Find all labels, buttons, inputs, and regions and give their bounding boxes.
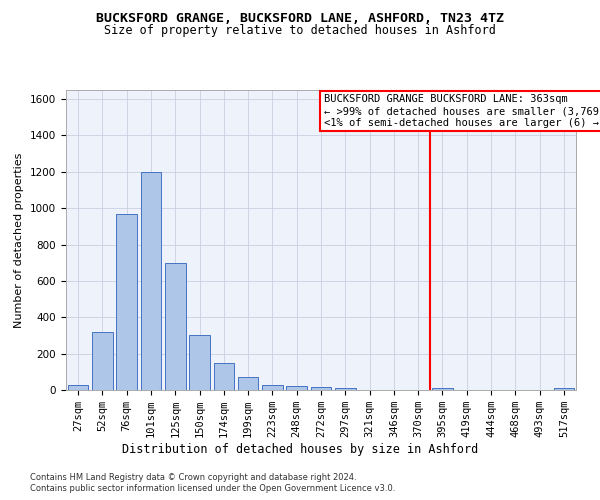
Bar — [432, 388, 453, 390]
Bar — [214, 362, 234, 390]
Bar — [554, 388, 574, 390]
Bar — [116, 214, 137, 390]
Bar — [140, 172, 161, 390]
Bar — [165, 262, 185, 390]
Text: Contains public sector information licensed under the Open Government Licence v3: Contains public sector information licen… — [30, 484, 395, 493]
Text: BUCKSFORD GRANGE, BUCKSFORD LANE, ASHFORD, TN23 4TZ: BUCKSFORD GRANGE, BUCKSFORD LANE, ASHFOR… — [96, 12, 504, 26]
Text: Contains HM Land Registry data © Crown copyright and database right 2024.: Contains HM Land Registry data © Crown c… — [30, 472, 356, 482]
Text: Size of property relative to detached houses in Ashford: Size of property relative to detached ho… — [104, 24, 496, 37]
Bar — [238, 378, 259, 390]
Y-axis label: Number of detached properties: Number of detached properties — [14, 152, 25, 328]
Bar — [311, 388, 331, 390]
Bar — [68, 384, 88, 390]
Bar — [92, 332, 113, 390]
Bar — [262, 386, 283, 390]
Bar — [335, 388, 356, 390]
Text: BUCKSFORD GRANGE BUCKSFORD LANE: 363sqm
← >99% of detached houses are smaller (3: BUCKSFORD GRANGE BUCKSFORD LANE: 363sqm … — [323, 94, 600, 128]
Bar — [189, 336, 210, 390]
Bar — [286, 386, 307, 390]
Text: Distribution of detached houses by size in Ashford: Distribution of detached houses by size … — [122, 442, 478, 456]
